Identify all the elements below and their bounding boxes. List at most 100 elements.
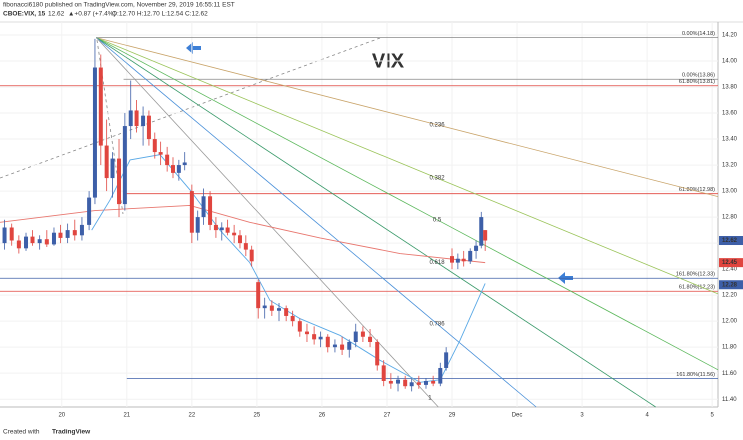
candle-body: [243, 243, 248, 250]
fan-extension: [436, 323, 537, 408]
moving-average: [0, 204, 486, 264]
candle-body: [201, 196, 206, 218]
fan-line: [95, 37, 431, 399]
candle-body: [461, 258, 466, 262]
candle-body: [170, 165, 175, 173]
candle-body: [479, 217, 484, 246]
candle-body: [468, 250, 473, 262]
x-tick-label: 29: [449, 413, 456, 419]
candle-body: [65, 230, 70, 238]
level-label: 61.80%(12.98): [679, 187, 715, 193]
candle-body: [92, 67, 97, 198]
candle-body: [444, 352, 449, 368]
candle-body: [340, 344, 345, 350]
y-tick-label: 11.60: [722, 371, 737, 377]
author-line: fibonacci6180 published on TradingView.c…: [3, 2, 235, 9]
candle-body: [455, 258, 460, 263]
price-tag: [719, 236, 743, 246]
candle-body: [128, 110, 133, 127]
footer-brand: TradingView: [52, 429, 91, 436]
candle-body: [24, 236, 29, 249]
y-tick-label: 12.80: [722, 215, 738, 221]
candle-body: [141, 115, 146, 127]
y-tick-label: 12.40: [722, 267, 738, 273]
candle-body: [325, 336, 330, 348]
candle-body: [37, 239, 42, 244]
footer-bg: [0, 425, 743, 440]
fan-label: 0.5: [433, 217, 442, 223]
x-tick-label: 27: [384, 413, 391, 419]
change: ▲+0.87 (+7.4%): [68, 11, 116, 18]
fan-line: [96, 37, 438, 263]
candle-body: [375, 341, 380, 366]
candle-body: [182, 162, 187, 166]
fan-extension: [436, 177, 719, 295]
candle-body: [269, 305, 274, 311]
candle-body: [318, 336, 323, 340]
candle-body: [353, 331, 358, 342]
price-tag: [719, 258, 743, 268]
fan-label: 0.236: [430, 122, 446, 128]
fan-line: [96, 37, 438, 126]
arrow-icon: [186, 42, 201, 54]
price-tag-label: 12.28: [722, 282, 738, 288]
candle-body: [423, 380, 428, 385]
fan-extension: [436, 219, 719, 371]
price-tag-label: 12.45: [722, 260, 738, 266]
level-label: 0.00%(13.86): [682, 73, 715, 79]
candle-body: [290, 315, 295, 322]
candle-body: [189, 191, 194, 233]
y-tick-label: 13.20: [722, 163, 738, 169]
candle-body: [360, 331, 365, 337]
footer-created: Created with: [3, 429, 40, 436]
candle-body: [431, 380, 436, 384]
candle-body: [249, 249, 254, 262]
candle-body: [44, 239, 49, 245]
candle-body: [483, 230, 488, 241]
fan-label: 0.786: [430, 321, 446, 327]
candle-body: [409, 382, 414, 387]
candle-body: [284, 308, 289, 316]
fan-extension: [436, 262, 656, 408]
y-tick-label: 13.00: [722, 189, 738, 195]
x-tick-label: 26: [319, 413, 326, 419]
candle-body: [165, 154, 170, 166]
fan-extension: [429, 397, 439, 408]
candle-body: [225, 227, 230, 233]
candle-body: [79, 224, 84, 236]
symbol: CBOE:VIX, 15: [3, 11, 46, 18]
x-tick-label: 21: [123, 413, 130, 419]
candle-body: [117, 158, 122, 205]
candle-body: [213, 224, 218, 231]
fan-line: [96, 37, 438, 221]
candle-body: [87, 197, 92, 225]
candle-body: [16, 240, 21, 249]
price-tag: [719, 280, 743, 290]
candle-body: [51, 232, 56, 245]
x-tick-label: 22: [189, 413, 196, 419]
ohlc: O:12.70 H:12.70 L:12.54 C:12.62: [112, 11, 208, 18]
y-tick-label: 11.40: [722, 397, 737, 403]
x-tick-label: 4: [645, 413, 649, 419]
fan-line: [96, 37, 438, 179]
candle-body: [9, 227, 14, 241]
candle-body: [72, 230, 77, 236]
y-tick-label: 14.20: [722, 33, 738, 39]
fan-label: 0.382: [430, 176, 446, 182]
candle-body: [403, 379, 408, 387]
y-tick-label: 13.80: [722, 85, 738, 91]
level-label: 161.80%(11.56): [676, 372, 715, 378]
candle-body: [381, 365, 386, 381]
y-tick-label: 12.00: [722, 319, 738, 325]
candle-body: [312, 334, 317, 340]
fan-extension: [436, 124, 719, 197]
candle-body: [176, 165, 181, 173]
candle-body: [58, 232, 63, 238]
candle-body: [256, 282, 261, 309]
candle-body: [219, 227, 224, 231]
candle-body: [396, 379, 401, 384]
level-label: 161.80%(12.33): [676, 272, 715, 278]
x-tick-label: Dec: [512, 413, 523, 419]
price-tag-label: 12.62: [722, 238, 738, 244]
